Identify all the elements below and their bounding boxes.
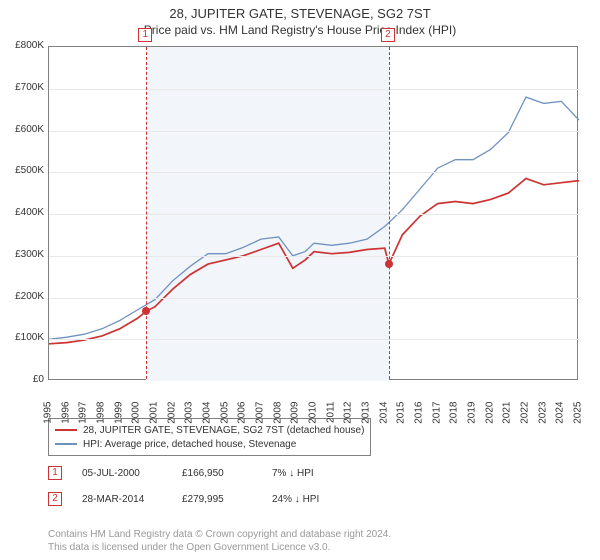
series-hpi bbox=[49, 97, 579, 339]
y-axis-label: £600K bbox=[2, 124, 44, 135]
y-axis-label: £200K bbox=[2, 291, 44, 302]
x-axis-label: 2005 bbox=[219, 402, 230, 432]
transaction-dot bbox=[385, 260, 393, 268]
x-axis-label: 2000 bbox=[131, 402, 142, 432]
x-axis-label: 1999 bbox=[113, 402, 124, 432]
x-axis-label: 2015 bbox=[396, 402, 407, 432]
gridline bbox=[49, 131, 579, 132]
x-axis-label: 1997 bbox=[78, 402, 89, 432]
y-axis-label: £500K bbox=[2, 165, 44, 176]
x-axis-label: 2006 bbox=[237, 402, 248, 432]
transaction-dot bbox=[142, 307, 150, 315]
x-axis-label: 2020 bbox=[484, 402, 495, 432]
footnote: Contains HM Land Registry data © Crown c… bbox=[48, 528, 568, 554]
x-axis-label: 2003 bbox=[184, 402, 195, 432]
x-axis-label: 2011 bbox=[325, 402, 336, 432]
line-chart bbox=[48, 46, 578, 380]
x-axis-label: 2004 bbox=[202, 402, 213, 432]
transaction-marker-line bbox=[389, 47, 390, 379]
x-axis-label: 2016 bbox=[414, 402, 425, 432]
x-axis-label: 2012 bbox=[343, 402, 354, 432]
x-axis-label: 2018 bbox=[449, 402, 460, 432]
x-axis-label: 2019 bbox=[467, 402, 478, 432]
chart-subtitle: Price paid vs. HM Land Registry's House … bbox=[0, 21, 600, 37]
x-axis-label: 2021 bbox=[502, 402, 513, 432]
x-axis-label: 1996 bbox=[60, 402, 71, 432]
footnote-line-1: Contains HM Land Registry data © Crown c… bbox=[48, 528, 568, 541]
y-axis-label: £700K bbox=[2, 82, 44, 93]
x-axis-label: 2022 bbox=[520, 402, 531, 432]
transaction-price: £166,950 bbox=[182, 468, 272, 479]
series-property_price bbox=[49, 179, 579, 344]
x-axis-label: 2023 bbox=[537, 402, 548, 432]
x-axis-label: 2001 bbox=[149, 402, 160, 432]
x-axis-label: 1998 bbox=[96, 402, 107, 432]
x-axis-label: 2017 bbox=[431, 402, 442, 432]
transaction-row: 2 28-MAR-2014£279,99524% ↓ HPI bbox=[48, 492, 372, 506]
chart-title: 28, JUPITER GATE, STEVENAGE, SG2 7ST bbox=[0, 0, 600, 21]
gridline bbox=[49, 298, 579, 299]
y-axis-label: £300K bbox=[2, 249, 44, 260]
x-axis-label: 2014 bbox=[378, 402, 389, 432]
transaction-date: 05-JUL-2000 bbox=[82, 468, 182, 479]
legend-label: HPI: Average price, detached house, Stev… bbox=[83, 439, 296, 450]
x-axis-label: 2008 bbox=[272, 402, 283, 432]
transaction-marker-label: 2 bbox=[381, 28, 395, 42]
transaction-delta: 7% ↓ HPI bbox=[272, 468, 372, 479]
transaction-delta: 24% ↓ HPI bbox=[272, 494, 372, 505]
legend-row: HPI: Average price, detached house, Stev… bbox=[55, 437, 364, 451]
x-axis-label: 2025 bbox=[573, 402, 584, 432]
gridline bbox=[49, 256, 579, 257]
transaction-id-box: 2 bbox=[48, 492, 62, 506]
legend-swatch bbox=[55, 443, 77, 445]
x-axis-label: 2010 bbox=[308, 402, 319, 432]
gridline bbox=[49, 214, 579, 215]
x-axis-label: 2013 bbox=[361, 402, 372, 432]
transaction-row: 1 05-JUL-2000£166,9507% ↓ HPI bbox=[48, 466, 372, 480]
x-axis-label: 1995 bbox=[43, 402, 54, 432]
x-axis-label: 2002 bbox=[166, 402, 177, 432]
y-axis-label: £400K bbox=[2, 207, 44, 218]
x-axis-label: 2009 bbox=[290, 402, 301, 432]
transaction-id-box: 1 bbox=[48, 466, 62, 480]
transaction-marker-line bbox=[146, 47, 147, 379]
x-axis-label: 2024 bbox=[555, 402, 566, 432]
y-axis-label: £800K bbox=[2, 40, 44, 51]
x-axis-label: 2007 bbox=[255, 402, 266, 432]
y-axis-label: £0 bbox=[2, 374, 44, 385]
transaction-marker-label: 1 bbox=[138, 28, 152, 42]
gridline bbox=[49, 172, 579, 173]
gridline bbox=[49, 89, 579, 90]
footnote-line-2: This data is licensed under the Open Gov… bbox=[48, 541, 568, 554]
y-axis-label: £100K bbox=[2, 332, 44, 343]
transaction-price: £279,995 bbox=[182, 494, 272, 505]
gridline bbox=[49, 339, 579, 340]
transaction-date: 28-MAR-2014 bbox=[82, 494, 182, 505]
